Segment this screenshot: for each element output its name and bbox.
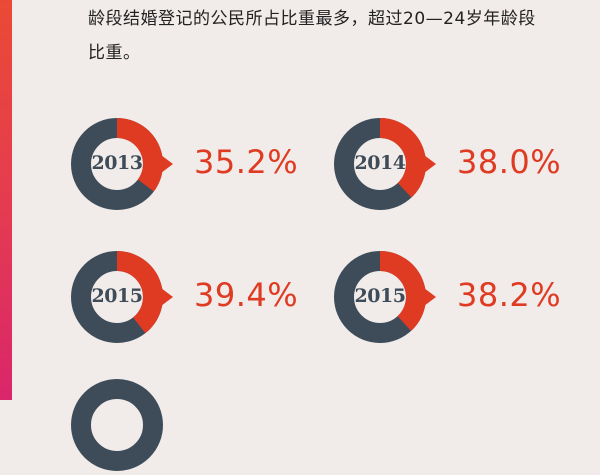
percentage-label: 39.4%	[194, 276, 299, 314]
donut-chart	[71, 379, 163, 471]
percentage-label: 38.0%	[457, 143, 562, 181]
accent-side-bar	[0, 0, 12, 400]
pointer-triangle	[424, 288, 436, 306]
donut-chart	[71, 118, 173, 210]
year-label: 2013	[91, 152, 143, 174]
donut-card: 2013 35.2%	[71, 114, 332, 214]
donut-card: 2015 39.4%	[71, 247, 332, 347]
intro-line-2: 比重。	[88, 43, 141, 63]
donut-chart	[334, 251, 436, 343]
donut-share-arc	[379, 251, 426, 331]
percentage-label: 35.2%	[194, 143, 299, 181]
donut-card: 2014 38.0%	[334, 114, 595, 214]
donut-chart	[334, 118, 436, 210]
intro-line-1: 龄段结婚登记的公民所占比重最多，超过20—24岁年龄段	[88, 9, 536, 29]
pointer-triangle	[161, 155, 173, 173]
year-label: 2014	[354, 152, 406, 174]
pointer-triangle	[424, 155, 436, 173]
year-label: 2015	[354, 285, 406, 307]
donut-share-arc	[116, 118, 163, 192]
donut-share-arc	[116, 251, 163, 334]
donut-card	[71, 375, 332, 475]
year-label: 2015	[91, 285, 143, 307]
percentage-label: 38.2%	[457, 276, 562, 314]
donut-share-arc	[379, 118, 426, 198]
donut-card: 2015 38.2%	[334, 247, 595, 347]
donut-chart	[71, 251, 173, 343]
pointer-triangle	[161, 288, 173, 306]
intro-text: 龄段结婚登记的公民所占比重最多，超过20—24岁年龄段 比重。	[88, 2, 568, 70]
